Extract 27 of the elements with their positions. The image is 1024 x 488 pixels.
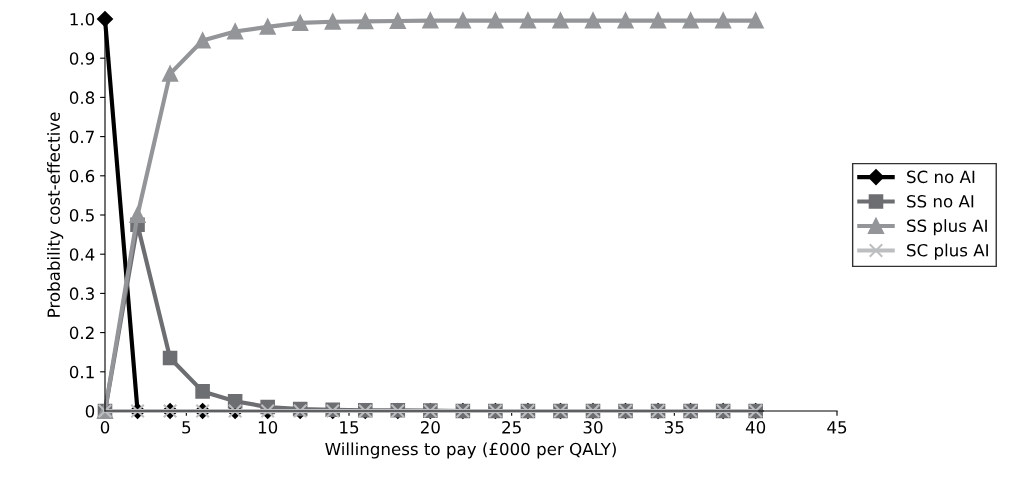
- x-tick-label: 35: [665, 421, 684, 434]
- x-tick-label: 30: [583, 421, 603, 434]
- x-tick-label: 5: [182, 421, 191, 434]
- y-tick-label: 0.9: [69, 52, 95, 65]
- y-tick-label: 0.4: [69, 248, 95, 261]
- legend-label: SS no AI: [907, 195, 974, 208]
- y-tick-label: 0.2: [69, 326, 94, 340]
- legend-label: SC plus AI: [907, 243, 988, 260]
- x-tick-label: 25: [502, 421, 521, 434]
- x-axis-title: Willingness to pay (£000 per QALY): [325, 442, 616, 459]
- x-tick-label: 40: [745, 421, 766, 434]
- y-tick-label: 0.7: [69, 130, 94, 144]
- x-tick-label: 15: [340, 421, 359, 434]
- y-tick-label: 0.3: [69, 287, 94, 300]
- legend-label: SC no AI: [907, 170, 975, 184]
- x-tick-label: 20: [420, 421, 440, 434]
- y-tick-label: 0.1: [69, 365, 94, 379]
- x-tick-label: 0: [100, 421, 110, 434]
- x-tick-label: 45: [827, 421, 847, 434]
- y-axis-title: Probability cost-effective: [47, 112, 64, 317]
- y-tick-label: 1.0: [70, 12, 95, 26]
- y-tick-label: 0: [85, 404, 95, 418]
- x-tick-label: 10: [258, 421, 278, 434]
- legend-label: SS plus AI: [907, 219, 987, 236]
- y-tick-label: 0.5: [69, 208, 94, 222]
- y-tick-label: 0.8: [69, 91, 95, 104]
- y-tick-label: 0.6: [69, 169, 95, 183]
